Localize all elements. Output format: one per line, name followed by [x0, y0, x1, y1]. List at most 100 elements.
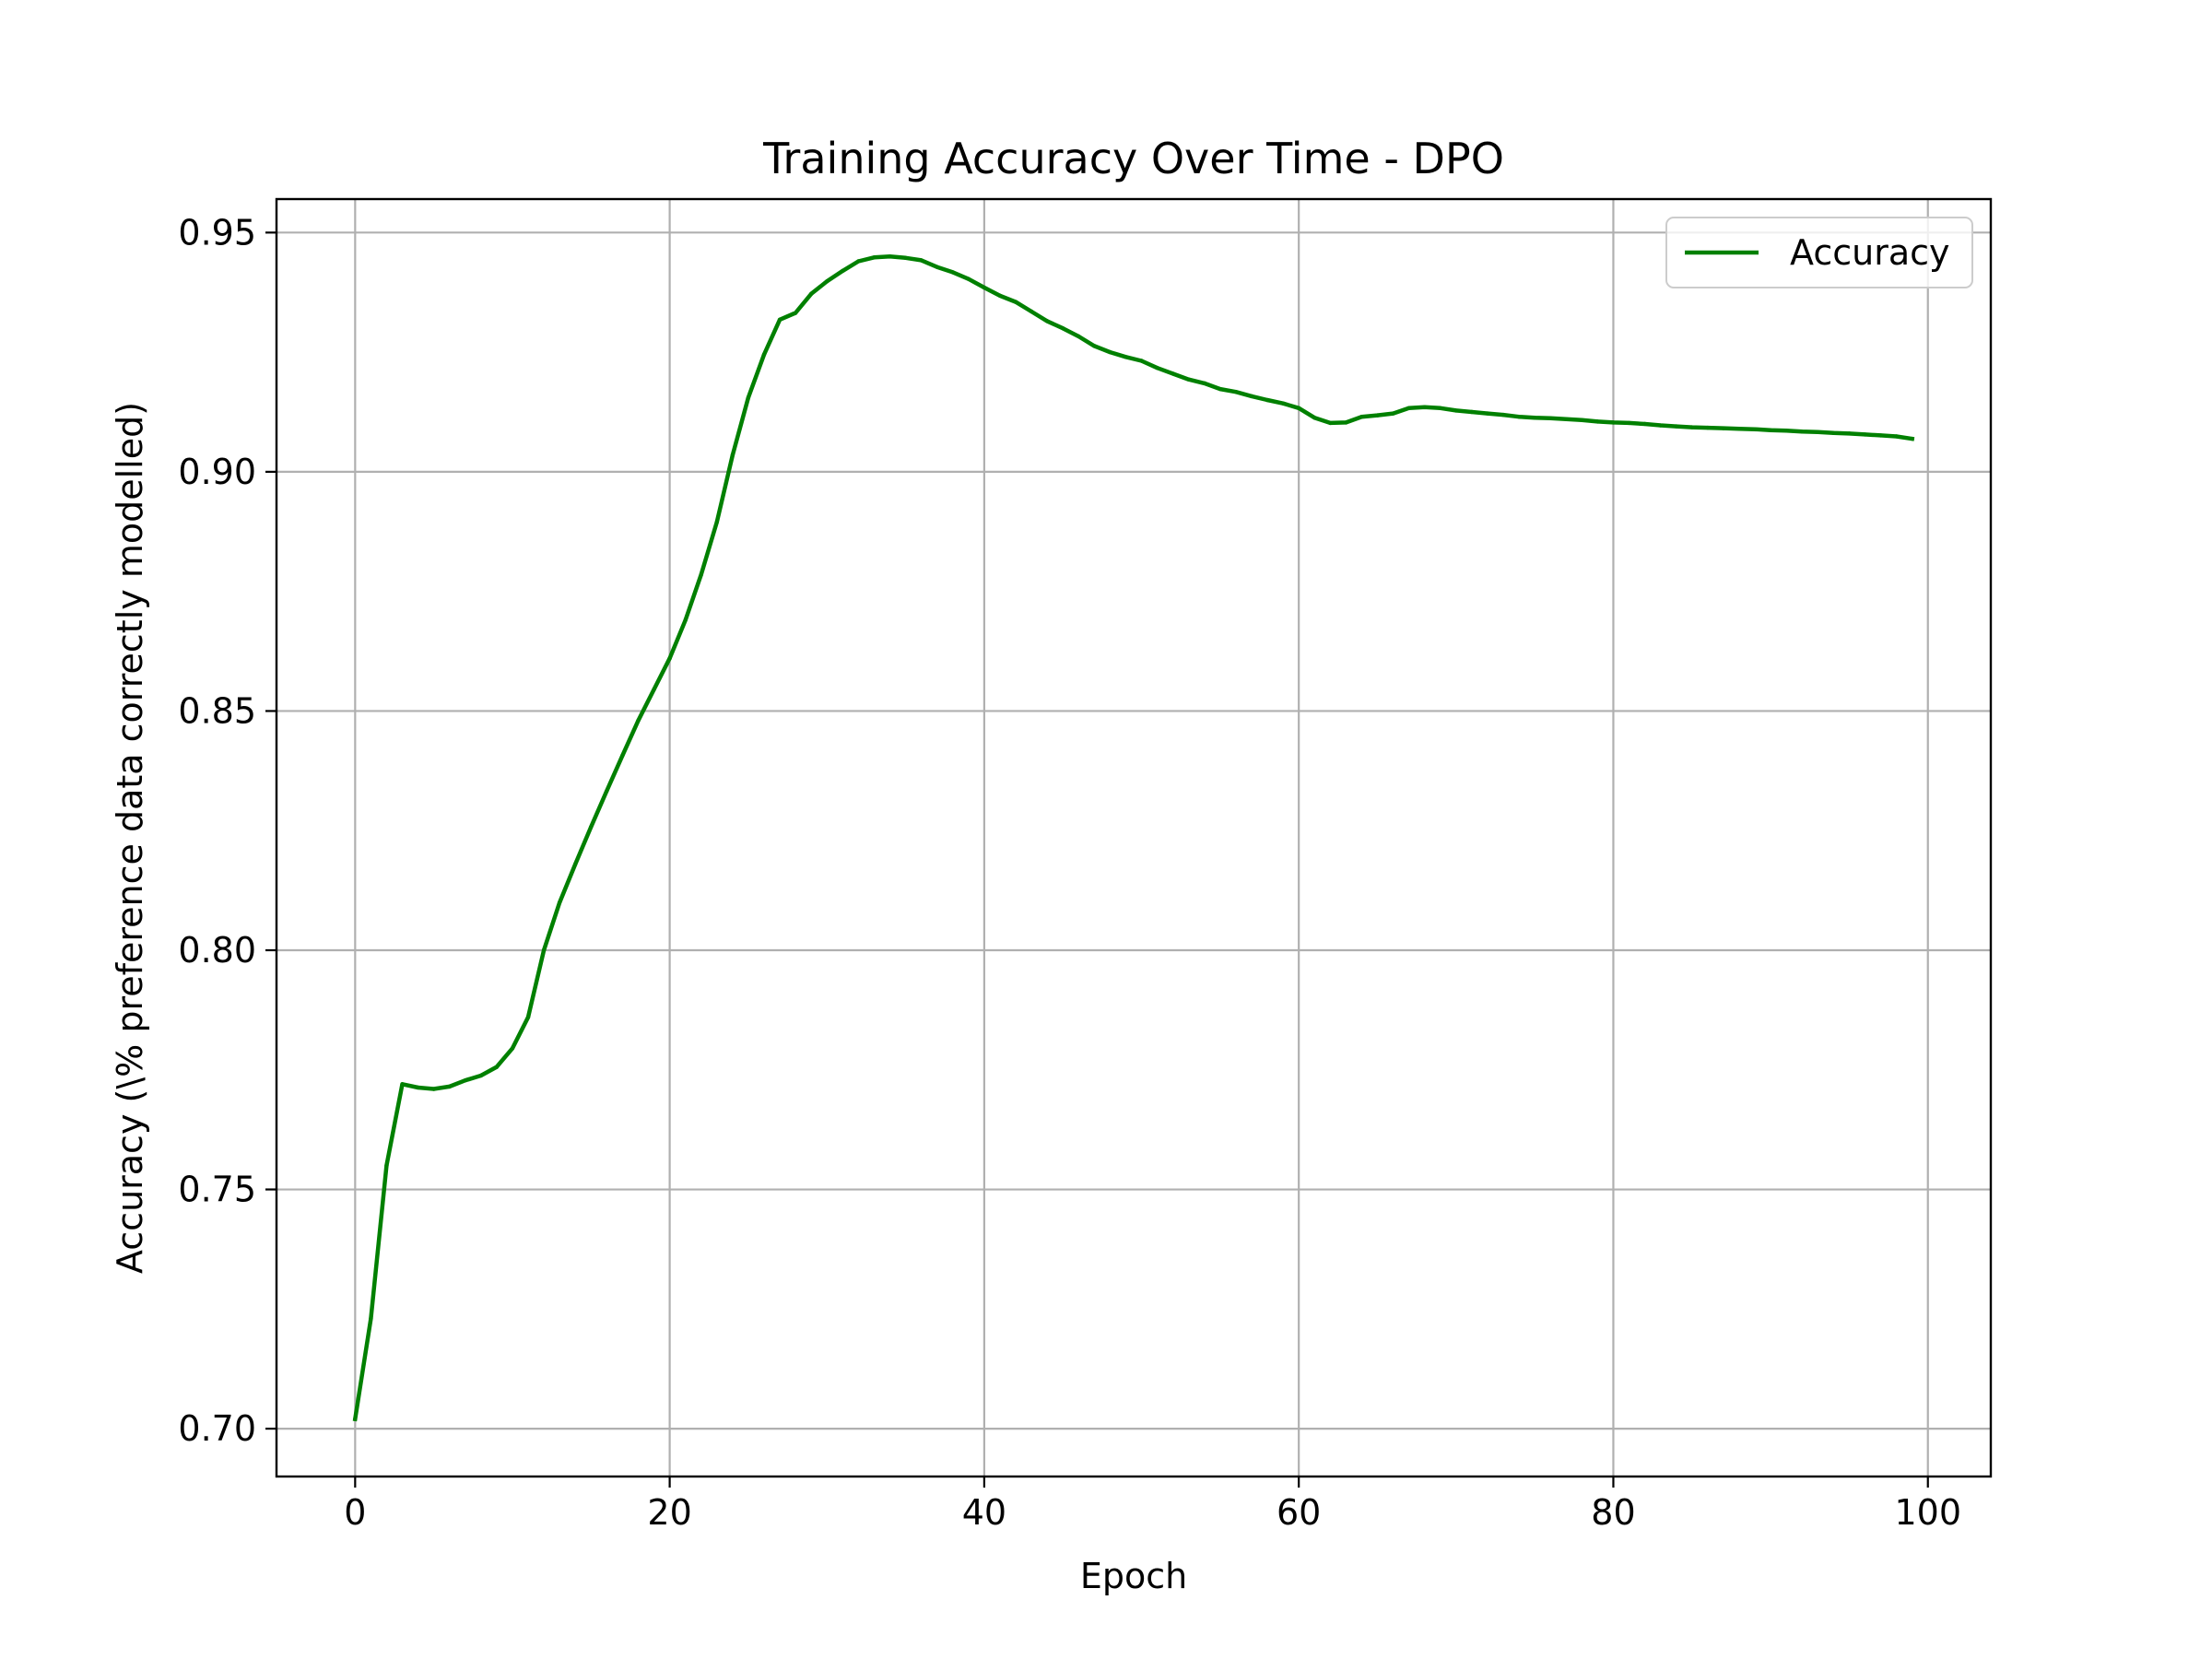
data-point	[1344, 420, 1348, 425]
data-point	[1233, 389, 1239, 394]
data-point	[1847, 431, 1852, 436]
data-point	[1863, 432, 1867, 437]
data-point	[431, 1087, 436, 1091]
plot-frame	[275, 197, 1993, 1478]
data-point	[1280, 401, 1286, 406]
data-point	[1296, 406, 1301, 411]
data-point	[1202, 381, 1206, 386]
data-point	[919, 258, 924, 263]
data-point	[888, 254, 892, 259]
data-point	[605, 788, 609, 794]
data-point	[1878, 433, 1883, 438]
data-point	[982, 285, 987, 290]
data-point	[1611, 420, 1616, 425]
data-point	[1249, 394, 1254, 399]
data-point	[447, 1084, 452, 1089]
data-point	[1705, 425, 1711, 430]
data-point	[1627, 420, 1631, 426]
data-point	[1658, 423, 1663, 428]
data-point	[1783, 429, 1789, 433]
data-point	[935, 265, 939, 269]
data-point	[825, 279, 830, 284]
data-point	[1013, 300, 1018, 304]
y-tick-label-1: 0.75	[178, 1170, 256, 1210]
data-point	[1580, 418, 1584, 423]
y-tick-label-2: 0.80	[178, 930, 256, 971]
data-point	[1816, 429, 1820, 435]
data-point	[1800, 429, 1805, 434]
y-tick-label-5: 0.95	[178, 212, 256, 253]
x-tick-label-1: 20	[647, 1492, 691, 1533]
tick-layer: 0 20 40 60 80 100 0.70 0.75 0.80 0.85 0.90 0.95	[178, 212, 1961, 1533]
data-point	[384, 1163, 389, 1168]
data-point	[746, 395, 751, 400]
data-point	[1752, 427, 1758, 431]
data-point	[1422, 405, 1427, 410]
data-point	[1391, 411, 1395, 416]
data-point	[1564, 417, 1569, 421]
data-point	[1124, 355, 1128, 359]
data-point	[1721, 426, 1726, 430]
data-point	[1061, 325, 1065, 331]
data-point	[1548, 416, 1553, 420]
data-point	[761, 352, 767, 357]
data-point	[841, 268, 845, 274]
series-line-0	[352, 254, 1915, 1422]
data-point	[1044, 319, 1050, 324]
data-point	[1516, 414, 1522, 419]
data-point	[525, 1015, 531, 1019]
x-axis-label: Epoch	[1080, 1556, 1187, 1596]
data-point	[541, 947, 547, 953]
data-point	[1312, 416, 1317, 420]
data-point	[730, 453, 735, 457]
data-point	[1453, 408, 1459, 413]
x-tick-label-3: 60	[1277, 1492, 1321, 1533]
data-point	[1894, 434, 1899, 439]
chart-title: Training Accuracy Over Time - DPO	[762, 134, 1504, 183]
data-point	[636, 718, 641, 724]
data-point	[1831, 430, 1836, 436]
data-point	[1485, 411, 1490, 416]
legend-box	[1665, 217, 1973, 288]
y-tick-label-0: 0.70	[178, 1408, 256, 1449]
data-point	[1910, 436, 1914, 441]
data-point	[1500, 412, 1506, 418]
data-point	[856, 259, 861, 264]
data-point	[1768, 428, 1773, 432]
data-point	[1595, 419, 1600, 424]
data-point	[699, 572, 703, 577]
data-point	[573, 862, 578, 866]
y-tick-label-3: 0.85	[178, 690, 256, 731]
legend: Accuracy	[1665, 217, 1973, 288]
legend-label-accuracy: Accuracy	[1790, 232, 1950, 273]
data-point	[793, 311, 798, 315]
series-layer	[352, 254, 1915, 1422]
data-point	[416, 1085, 420, 1090]
data-point	[1736, 426, 1742, 431]
data-point	[1375, 413, 1380, 418]
data-point	[1438, 406, 1442, 411]
y-axis-label: Accuracy (\% preference data correctly m…	[110, 402, 150, 1274]
data-point	[1359, 414, 1364, 419]
data-point	[353, 1417, 358, 1421]
x-tick-label-4: 80	[1591, 1492, 1635, 1533]
data-point	[683, 618, 688, 623]
data-point	[1328, 420, 1333, 426]
data-point	[1532, 416, 1537, 420]
data-point	[1265, 397, 1270, 403]
data-point	[494, 1065, 500, 1069]
data-point	[510, 1046, 515, 1051]
data-point	[463, 1077, 467, 1083]
data-point	[369, 1316, 373, 1321]
data-point	[997, 293, 1003, 299]
x-tick-label-2: 40	[962, 1492, 1006, 1533]
data-point	[1139, 359, 1144, 363]
data-point	[1218, 386, 1223, 392]
data-point	[400, 1082, 405, 1087]
data-point	[808, 291, 814, 296]
data-point	[1155, 366, 1159, 371]
data-point	[714, 520, 719, 524]
data-point	[1406, 406, 1411, 411]
data-point	[966, 276, 971, 281]
data-point	[1642, 421, 1647, 427]
